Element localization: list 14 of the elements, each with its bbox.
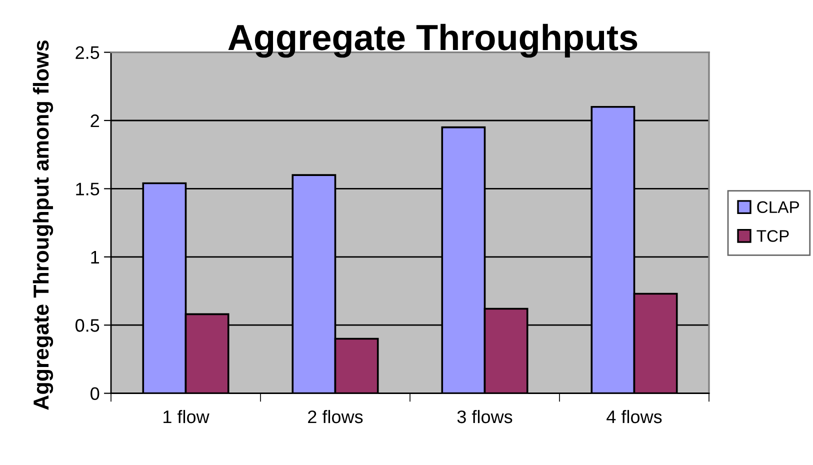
y-tick-label: 0.5 — [75, 319, 100, 332]
x-tick-label: 2 flows — [308, 410, 363, 424]
y-tick-label: 2 — [90, 114, 99, 128]
y-axis-title: Aggregate Throughput among flows — [32, 40, 54, 410]
y-tick-label: 2.5 — [76, 46, 100, 60]
y-tick-label: 1 — [91, 251, 100, 264]
y-tick-label: 0 — [90, 387, 100, 400]
y-tick-label: 1.5 — [76, 182, 100, 196]
legend-label: CLAP — [757, 201, 799, 214]
x-tick-label: 4 flows — [606, 410, 662, 424]
legend-label: TCP — [756, 230, 789, 242]
x-tick-label: 3 flows — [457, 410, 512, 424]
chart-title: Aggregate Throughputs — [228, 24, 638, 58]
x-tick-label: 1 flow — [164, 410, 210, 424]
